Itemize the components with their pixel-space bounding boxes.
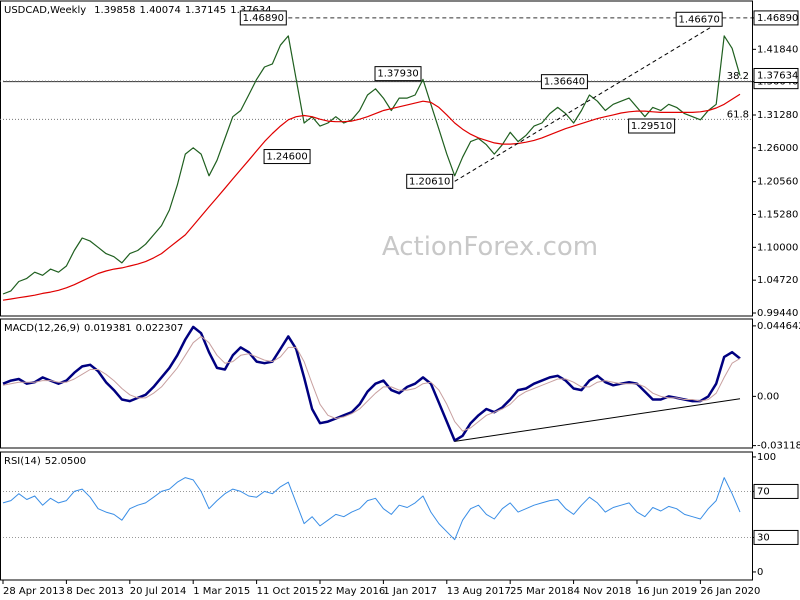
y-tick-highlight bbox=[753, 10, 799, 26]
annotation-box bbox=[628, 118, 676, 134]
annotation-box bbox=[675, 11, 723, 27]
last-price-box bbox=[753, 67, 799, 83]
y-tick-label: 0 bbox=[757, 567, 763, 578]
series-line bbox=[2, 93, 741, 301]
y-tick-label: 1.20560 bbox=[757, 177, 798, 188]
reading: 52.0500 bbox=[45, 456, 86, 467]
panel-frame bbox=[0, 451, 753, 581]
x-tick-label: 26 Jan 2020 bbox=[700, 586, 760, 597]
fib-label: 61.8 bbox=[727, 109, 749, 120]
series-line bbox=[2, 325, 741, 442]
y-tick-label: 0.99440 bbox=[757, 308, 798, 319]
ohlc-value: 1.39858 bbox=[94, 5, 135, 16]
x-tick-label: 1 Mar 2015 bbox=[193, 586, 250, 597]
series-line bbox=[2, 35, 741, 295]
y-tick-label: 1.04720 bbox=[757, 275, 798, 286]
trend-line bbox=[454, 398, 741, 442]
series-line bbox=[2, 335, 741, 432]
y-tick-label: 1.41840 bbox=[757, 44, 798, 55]
panel-title: RSI(14) 52.0500 bbox=[4, 456, 86, 467]
title: USDCAD,Weekly bbox=[4, 5, 86, 16]
annotation-label: 1.46670 bbox=[678, 14, 719, 25]
title: RSI(14) bbox=[4, 456, 41, 467]
series-line bbox=[2, 477, 741, 541]
watermark: ActionForex.com bbox=[382, 232, 598, 262]
x-tick-label: 13 Aug 2017 bbox=[447, 586, 511, 597]
y-tick-label: 1.46890 bbox=[757, 13, 798, 24]
y-tick-label: 1.10000 bbox=[757, 242, 798, 253]
annotation-label: 1.46890 bbox=[243, 13, 284, 24]
title: MACD(12,26,9) bbox=[4, 323, 80, 334]
annotation-label: 1.24600 bbox=[266, 152, 307, 163]
x-tick-label: 22 May 2016 bbox=[320, 586, 385, 597]
annotation-box bbox=[263, 149, 311, 165]
ohlc-value: 1.40074 bbox=[140, 5, 181, 16]
annotation-box bbox=[239, 10, 287, 26]
reading: 0.022307 bbox=[136, 323, 184, 334]
y-tick-label: 1.31280 bbox=[757, 110, 798, 121]
annotation-box bbox=[374, 66, 422, 82]
annotation-box bbox=[540, 74, 588, 90]
y-tick-label: 1.15280 bbox=[757, 210, 798, 221]
ohlc-value: 1.37145 bbox=[185, 5, 226, 16]
panel-frame bbox=[0, 0, 753, 317]
y-tick-highlight bbox=[753, 483, 799, 499]
x-tick-label: 8 Dec 2013 bbox=[66, 586, 124, 597]
panel-frame bbox=[0, 318, 753, 449]
panel-title: MACD(12,26,9) 0.019381 0.022307 bbox=[4, 323, 183, 334]
y-tick-label: 70 bbox=[757, 486, 770, 497]
x-tick-label: 16 Jun 2019 bbox=[637, 586, 697, 597]
annotation-label: 1.36640 bbox=[544, 77, 585, 88]
x-tick-label: 20 Jul 2014 bbox=[130, 586, 187, 597]
last-price-label: 1.37634 bbox=[757, 70, 798, 81]
reading: 0.019381 bbox=[84, 323, 132, 334]
y-tick-label: 0.044642 bbox=[757, 321, 800, 332]
annotation-label: 1.37930 bbox=[377, 69, 418, 80]
trend-line bbox=[454, 18, 725, 182]
annotation-box bbox=[406, 173, 454, 189]
annotation-label: 1.20610 bbox=[409, 176, 450, 187]
y-tick-label: 30 bbox=[757, 532, 770, 543]
x-tick-label: 28 Apr 2013 bbox=[3, 586, 65, 597]
y-tick-label: 1.26000 bbox=[757, 143, 798, 154]
y-tick-label: 0.00 bbox=[757, 391, 779, 402]
x-tick-label: 4 Nov 2018 bbox=[574, 586, 632, 597]
y-tick-highlight bbox=[753, 529, 799, 545]
y-tick-label: 100 bbox=[757, 452, 776, 463]
y-tick-label: -0.031183 bbox=[757, 441, 800, 452]
x-tick-label: 25 Mar 2018 bbox=[510, 586, 573, 597]
x-tick-label: 11 Oct 2015 bbox=[257, 586, 319, 597]
fib-label: 38.2 bbox=[727, 71, 749, 82]
annotation-label: 1.29510 bbox=[631, 121, 672, 132]
x-tick-label: 1 Jan 2017 bbox=[383, 586, 437, 597]
